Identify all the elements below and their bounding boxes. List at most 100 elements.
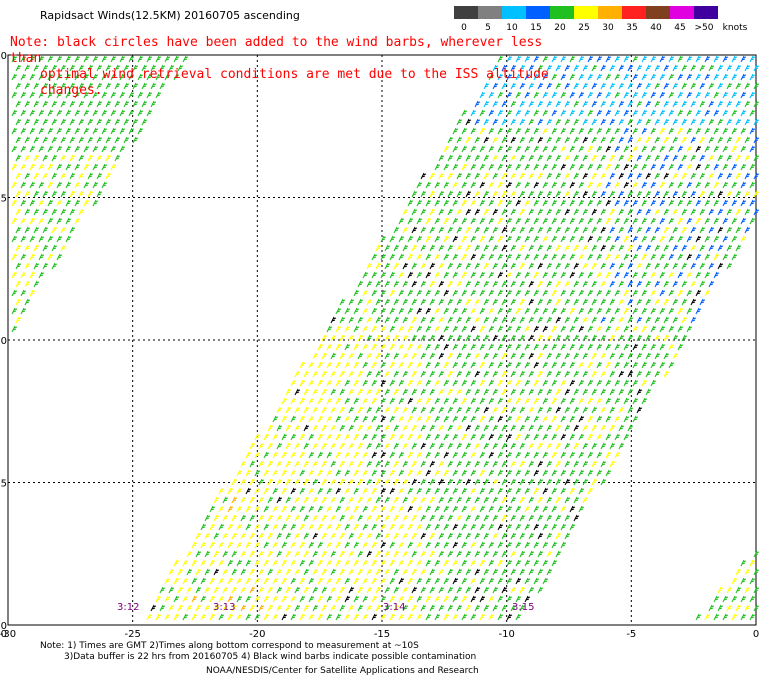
wind-barb <box>29 289 36 297</box>
wind-barb <box>182 559 189 567</box>
wind-barb <box>551 469 558 477</box>
wind-barb <box>447 532 454 540</box>
wind-barb <box>177 586 184 594</box>
wind-barb <box>362 271 369 279</box>
wind-barb <box>578 109 585 117</box>
wind-barb <box>384 388 391 396</box>
wind-barb <box>492 226 499 234</box>
wind-barb <box>569 181 576 189</box>
wind-barb <box>366 550 373 558</box>
wind-barb <box>326 559 333 567</box>
wind-barb <box>497 487 504 495</box>
wind-barb <box>335 361 342 369</box>
wind-barb <box>33 100 40 108</box>
wind-barb <box>699 226 706 234</box>
wind-barb <box>110 127 117 135</box>
wind-barb <box>474 280 481 288</box>
wind-barb <box>366 478 373 486</box>
wind-barb <box>573 460 580 468</box>
wind-barb <box>582 370 589 378</box>
wind-barb <box>497 469 504 477</box>
wind-barb <box>488 199 495 207</box>
wind-barb <box>591 442 598 450</box>
wind-barb <box>443 433 450 441</box>
wind-barb <box>618 208 625 216</box>
wind-barb <box>479 217 486 225</box>
wind-barb <box>591 298 598 306</box>
wind-barb <box>443 343 450 351</box>
wind-barb <box>474 604 481 612</box>
wind-barb <box>582 478 589 486</box>
wind-barb <box>389 325 396 333</box>
wind-barb <box>33 244 40 252</box>
wind-barb <box>542 343 549 351</box>
wind-barb <box>348 442 355 450</box>
wind-barb <box>614 343 621 351</box>
wind-barb <box>461 559 468 567</box>
wind-barb <box>416 181 423 189</box>
wind-barb <box>344 433 351 441</box>
wind-barb <box>384 262 391 270</box>
wind-barb <box>632 307 639 315</box>
wind-barb <box>416 577 423 585</box>
wind-barb <box>245 523 252 531</box>
wind-barb <box>596 433 603 441</box>
wind-barb <box>132 100 139 108</box>
wind-barb <box>258 586 265 594</box>
wind-barb <box>551 415 558 423</box>
wind-barb <box>618 136 625 144</box>
wind-barb <box>312 370 319 378</box>
wind-barb <box>672 154 679 162</box>
wind-barb <box>353 523 360 531</box>
wind-barb <box>681 64 688 72</box>
wind-barb <box>375 298 382 306</box>
wind-barb <box>438 154 445 162</box>
wind-barb <box>672 172 679 180</box>
wind-barb <box>15 298 22 306</box>
wind-barb <box>533 181 540 189</box>
wind-barb <box>258 496 265 504</box>
wind-barb <box>690 82 697 90</box>
wind-barb <box>609 64 616 72</box>
wind-barb <box>195 586 202 594</box>
wind-barb <box>308 541 315 549</box>
wind-barb <box>551 55 558 63</box>
wind-barb <box>479 541 486 549</box>
wind-barb <box>546 352 553 360</box>
wind-barb <box>492 460 499 468</box>
wind-barb <box>15 316 22 324</box>
scale-label: 45 <box>674 23 686 33</box>
wind-barb <box>542 415 549 423</box>
wind-barb <box>506 73 513 81</box>
wind-barb <box>69 136 76 144</box>
wind-barb <box>713 271 720 279</box>
wind-barb <box>240 478 247 486</box>
wind-barb <box>753 604 760 612</box>
wind-barb <box>492 496 499 504</box>
wind-barb <box>195 568 202 576</box>
wind-barb <box>663 244 670 252</box>
wind-barb <box>519 604 526 612</box>
wind-barb <box>506 595 513 603</box>
wind-barb <box>699 172 706 180</box>
wind-barb <box>717 154 724 162</box>
wind-barb <box>339 478 346 486</box>
wind-barb <box>447 262 454 270</box>
wind-barb <box>627 136 634 144</box>
wind-barb <box>96 64 103 72</box>
wind-barb <box>425 397 432 405</box>
wind-barb <box>515 613 522 621</box>
wind-barb <box>276 478 283 486</box>
wind-barb <box>105 64 112 72</box>
wind-barb <box>699 136 706 144</box>
wind-barb <box>384 586 391 594</box>
wind-barb <box>542 73 549 81</box>
wind-barb <box>105 82 112 90</box>
wind-barb <box>722 613 729 621</box>
wind-barb <box>398 253 405 261</box>
wind-barb <box>546 532 553 540</box>
wind-barb <box>173 55 180 63</box>
wind-barb <box>605 109 612 117</box>
wind-barb <box>564 334 571 342</box>
wind-barb <box>438 406 445 414</box>
